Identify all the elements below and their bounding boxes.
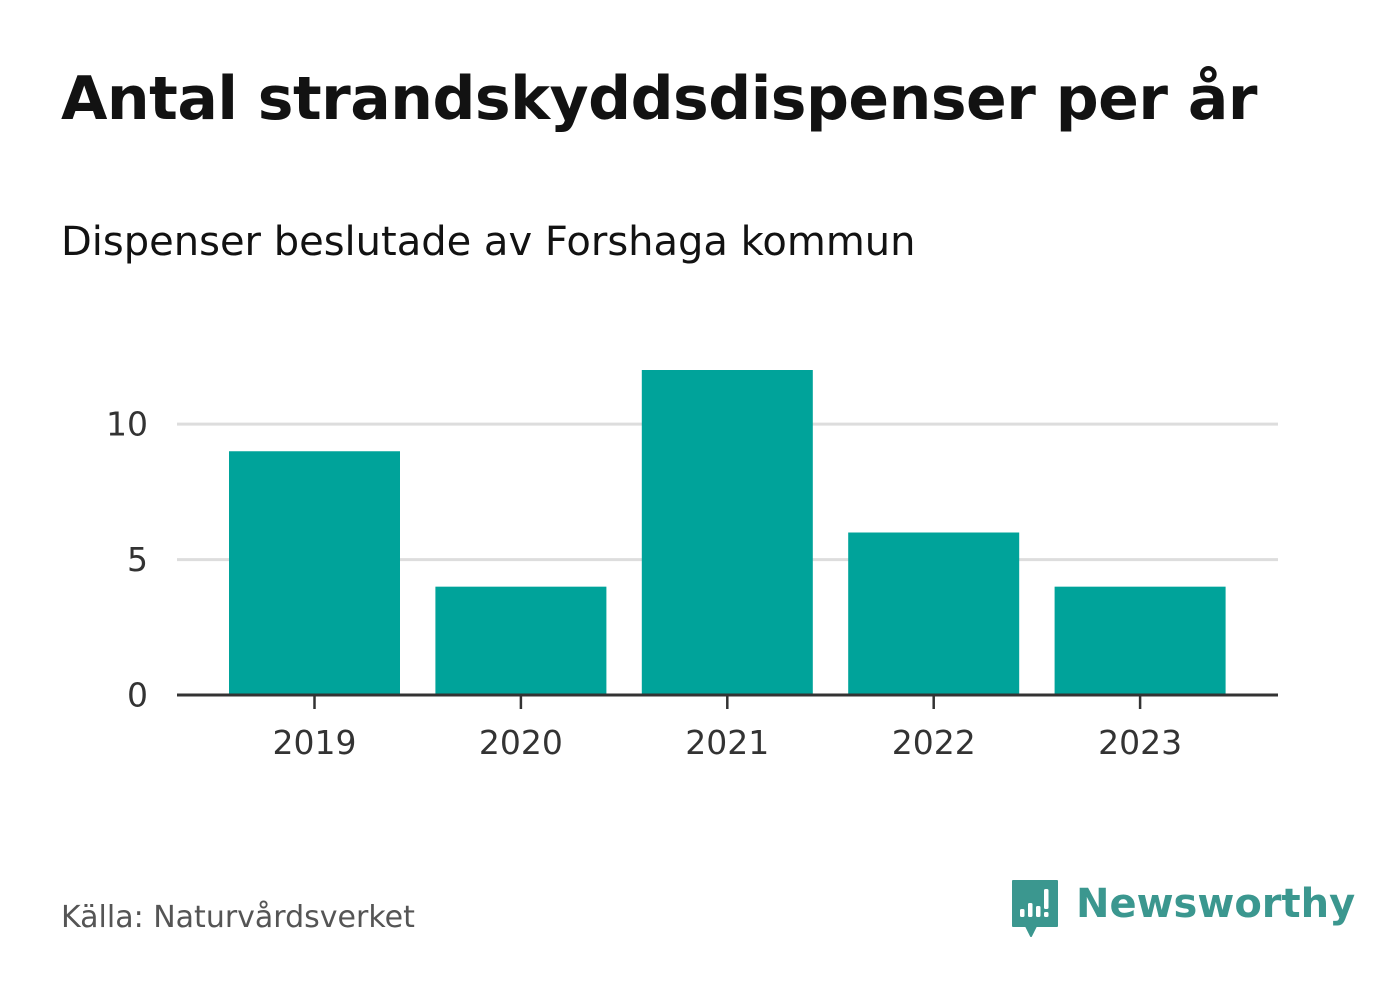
x-tick-label: 2021 (685, 723, 769, 762)
bar-2020 (435, 586, 607, 695)
logo-bar (1020, 909, 1025, 917)
logo-dot (1044, 912, 1049, 917)
bars (229, 370, 1226, 695)
logo-bar (1028, 903, 1033, 917)
x-axis (177, 693, 1278, 709)
source-credit: Källa: Naturvårdsverket (61, 900, 415, 935)
newsworthy-brand: Newsworthy (1010, 878, 1355, 942)
y-tick-label: 0 (127, 676, 148, 715)
logo-bar (1036, 906, 1041, 917)
y-tick-label: 10 (106, 405, 148, 444)
chart-title: Antal strandskyddsdispenser per år (61, 64, 1257, 134)
x-tick-label: 2019 (273, 723, 357, 762)
logo-bar (1044, 889, 1049, 909)
brand-name: Newsworthy (1076, 881, 1356, 927)
y-tick-label: 5 (127, 540, 148, 579)
bar-2019 (229, 451, 400, 695)
x-tick-label: 2022 (892, 723, 976, 762)
speech-bubble-shape (1012, 880, 1058, 937)
chart-subtitle: Dispenser beslutade av Forshaga kommun (61, 219, 916, 265)
axis-labels: 0 5 10 2019 2020 2021 2022 2023 (106, 405, 1182, 762)
bar-2021 (641, 370, 813, 695)
x-tick-label: 2020 (479, 723, 563, 762)
bar-2022 (848, 532, 1020, 695)
bar-chart-speech-bubble-icon (1012, 880, 1058, 937)
x-tick-label: 2023 (1098, 723, 1182, 762)
bar-2023 (1054, 586, 1226, 695)
